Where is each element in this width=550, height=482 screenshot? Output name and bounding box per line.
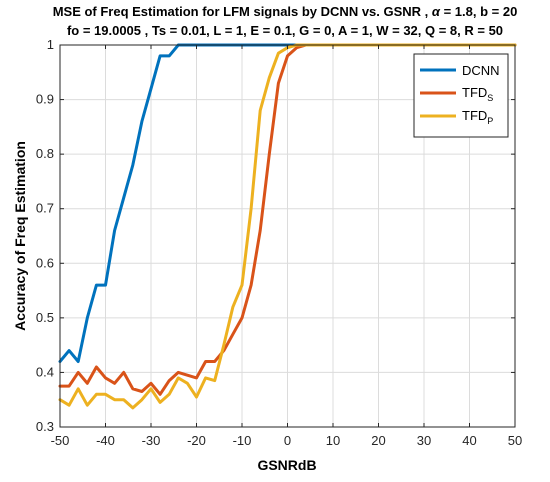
- chart-title-line2: fo = 19.0005 , Ts = 0.01, L = 1, E = 0.1…: [67, 23, 503, 38]
- legend-label-tfdp-subscript: P: [487, 116, 493, 126]
- y-tick-label: 1: [47, 37, 54, 52]
- chart-title-alpha-symbol: α: [432, 4, 441, 19]
- x-tick-label: -50: [51, 433, 70, 448]
- y-axis-label: Accuracy of Freq Estimation: [12, 141, 28, 331]
- x-tick-label: -40: [96, 433, 115, 448]
- x-tick-label: 10: [326, 433, 340, 448]
- chart-title-line1-prefix: MSE of Freq Estimation for LFM signals b…: [53, 4, 432, 19]
- x-tick-label: -20: [187, 433, 206, 448]
- x-tick-label: 0: [284, 433, 291, 448]
- y-tick-label: 0.7: [36, 201, 54, 216]
- x-tick-label: 50: [508, 433, 522, 448]
- legend-box: [413, 53, 509, 138]
- chart-title-line1-suffix: = 1.8, b = 20: [440, 4, 517, 19]
- y-tick-label: 0.4: [36, 364, 54, 379]
- x-tick-label: 20: [371, 433, 385, 448]
- legend-label-tfds-text: TFD: [462, 85, 487, 100]
- legend-label-dcnn: DCNN: [462, 63, 500, 78]
- axis-ticks: -50 -40 -30 -20 -10 0 10 20 30 40 50 0.3 0.4 0.5 0.6 0.…: [36, 37, 522, 448]
- legend-label-tfds: TFDS: [462, 85, 493, 103]
- x-tick-label: -10: [233, 433, 252, 448]
- y-tick-label: 0.6: [36, 255, 54, 270]
- y-tick-label: 0.9: [36, 92, 54, 107]
- legend-label-tfdp-text: TFD: [462, 108, 487, 123]
- y-tick-label: 0.5: [36, 310, 54, 325]
- x-axis-label: GSNRdB: [257, 457, 316, 473]
- y-tick-label: 0.8: [36, 146, 54, 161]
- legend: DCNN TFDS TFDP: [413, 53, 509, 138]
- legend-label-tfdp: TFDP: [462, 108, 493, 126]
- y-tick-label: 0.3: [36, 419, 54, 434]
- x-tick-label: 30: [417, 433, 431, 448]
- x-tick-label: 40: [462, 433, 476, 448]
- x-tick-label: -30: [142, 433, 161, 448]
- legend-label-dcnn-text: DCNN: [462, 63, 500, 78]
- legend-label-tfds-subscript: S: [487, 93, 493, 103]
- chart-title-line1: MSE of Freq Estimation for LFM signals b…: [53, 4, 518, 19]
